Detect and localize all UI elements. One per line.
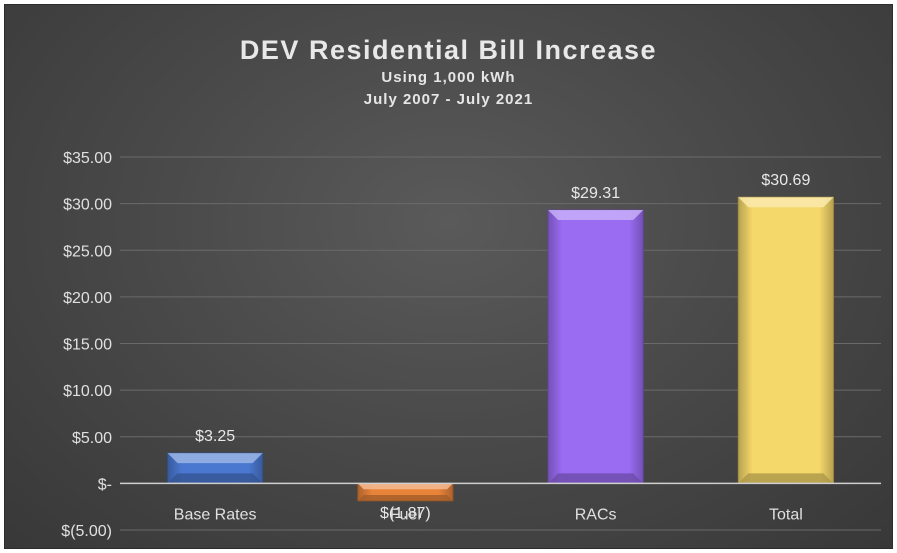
- y-tick-label: $5.00: [72, 430, 112, 447]
- x-axis: Base Rates Fuel RACs Total: [174, 506, 803, 523]
- data-label: $30.69: [761, 172, 810, 189]
- data-label: $(1.87): [380, 505, 431, 522]
- x-category-label: Fuel: [390, 506, 421, 523]
- y-tick-label: $25.00: [63, 243, 112, 260]
- title-block: DEV Residential Bill Increase Using 1,00…: [5, 33, 892, 111]
- y-tick-label: $35.00: [63, 150, 112, 167]
- plot-area: $35.00 $30.00 $25.00 $20.00 $15.00 $10.00 $5.0…: [61, 150, 881, 540]
- chart-title: DEV Residential Bill Increase: [239, 35, 658, 65]
- y-tick-label: $(5.00): [61, 523, 112, 540]
- bar-racs: [547, 209, 644, 484]
- bar-total: [737, 196, 834, 484]
- y-tick-label: $20.00: [63, 290, 112, 307]
- data-label: $29.31: [571, 185, 620, 202]
- bar-base-rates: [167, 452, 264, 484]
- chart-subtitle-line-2: July 2007 - July 2021: [363, 91, 534, 108]
- data-labels: $3.25 $(1.87) $29.31 $30.69: [195, 172, 810, 522]
- y-tick-label: $10.00: [63, 383, 112, 400]
- x-category-label: Total: [769, 506, 803, 523]
- bar-fuel: [357, 482, 454, 502]
- y-tick-label: $15.00: [63, 337, 112, 354]
- chart-subtitle-line-1: Using 1,000 kWh: [381, 69, 516, 86]
- x-category-label: RACs: [575, 506, 617, 523]
- y-tick-label: $30.00: [63, 197, 112, 214]
- y-axis: $35.00 $30.00 $25.00 $20.00 $15.00 $10.00 $5.0…: [61, 150, 112, 540]
- data-label: $3.25: [195, 428, 235, 445]
- x-category-label: Base Rates: [174, 506, 257, 523]
- bars: [167, 196, 834, 502]
- chart-frame: DEV Residential Bill Increase Using 1,00…: [4, 4, 893, 549]
- y-tick-label: $-: [98, 476, 112, 493]
